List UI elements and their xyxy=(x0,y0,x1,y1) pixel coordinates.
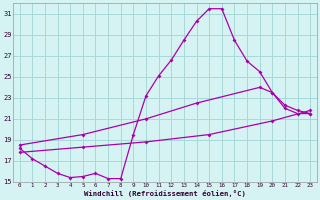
X-axis label: Windchill (Refroidissement éolien,°C): Windchill (Refroidissement éolien,°C) xyxy=(84,190,246,197)
